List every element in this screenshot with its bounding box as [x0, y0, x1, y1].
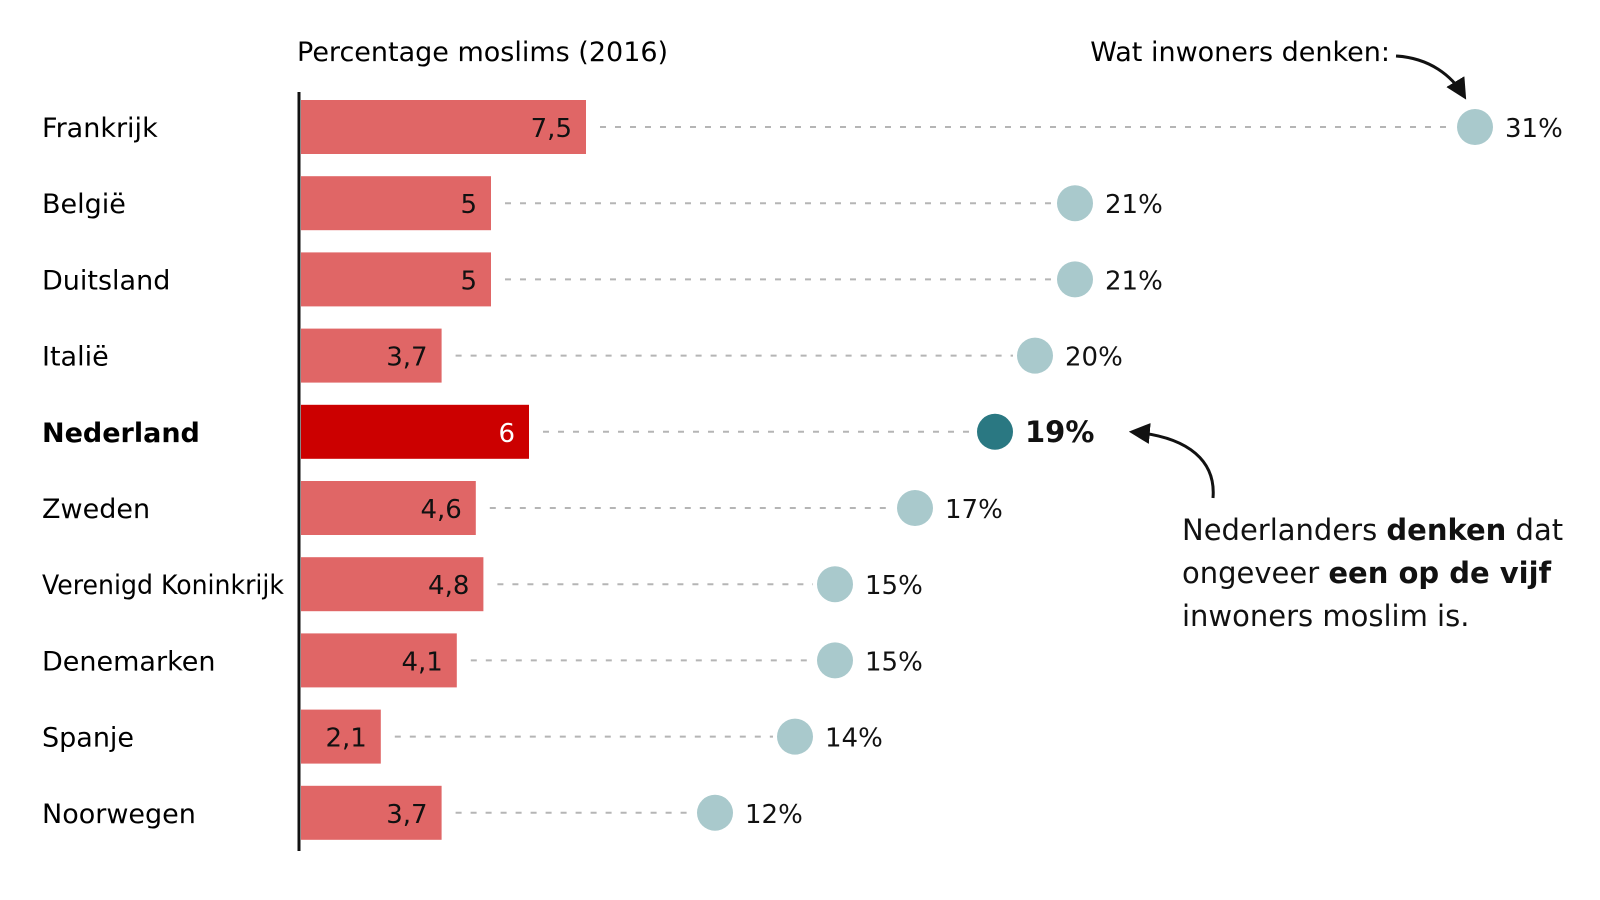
perception-dot — [897, 490, 933, 526]
bar-value-label: 6 — [498, 419, 515, 449]
country-label: Frankrijk — [42, 113, 158, 144]
perception-dot — [1057, 261, 1093, 298]
perception-dot — [777, 718, 813, 755]
bar-value-label: 3,7 — [386, 800, 427, 830]
annotation-line: Nederlanders denken dat — [1182, 513, 1563, 547]
chart-title: Percentage moslims (2016) — [297, 37, 668, 68]
country-label: Nederland — [42, 418, 200, 449]
annotation-text-part: inwoners moslim is. — [1182, 599, 1469, 633]
bar-value-label: 5 — [460, 266, 477, 296]
bar — [301, 481, 476, 535]
bar-value-label: 5 — [460, 190, 477, 220]
country-label: Italië — [42, 342, 109, 373]
perception-value-label: 17% — [945, 495, 1003, 525]
bar — [301, 176, 491, 231]
perception-value-label: 20% — [1065, 343, 1123, 373]
perception-value-label: 15% — [865, 571, 923, 601]
annotation-text-part: Nederlanders — [1182, 513, 1386, 547]
annotation-arrow — [1128, 423, 1215, 499]
annotation-text-part: ongeveer — [1182, 556, 1328, 590]
bar — [301, 100, 586, 154]
perception-value-label: 31% — [1505, 114, 1563, 144]
annotation-line: inwoners moslim is. — [1182, 599, 1469, 633]
country-label: Noorwegen — [42, 799, 196, 830]
bar-value-label: 4,6 — [420, 495, 461, 525]
country-label: België — [42, 189, 126, 220]
perception-dot — [697, 794, 733, 831]
perception-value-label: 19% — [1025, 415, 1094, 449]
annotation-bold-text: een op de vijf — [1328, 556, 1551, 590]
country-label: Duitsland — [42, 265, 170, 296]
perception-dot — [1457, 109, 1493, 145]
bar-value-label: 2,1 — [325, 724, 366, 754]
perception-label: Wat inwoners denken: — [1090, 37, 1390, 68]
bar — [301, 785, 442, 840]
perception-dot — [1057, 185, 1093, 222]
bar-value-label: 7,5 — [531, 114, 572, 144]
perception-value-label: 15% — [865, 647, 923, 677]
chart-rows: Frankrijk 7,5 31% België 5 21% Duitsland 5 21% It… — [42, 100, 1563, 840]
bar — [301, 328, 442, 383]
bar — [301, 404, 529, 459]
bar — [301, 557, 484, 612]
perception-dot — [977, 413, 1013, 450]
annotation-bold-text: denken — [1386, 513, 1506, 547]
perception-value-label: 12% — [745, 800, 803, 830]
bar-value-label: 3,7 — [386, 343, 427, 373]
annotation-text: Nederlanders denken dat ongeveer een op d… — [1182, 513, 1563, 633]
bar-value-label: 4,8 — [428, 571, 469, 601]
perception-dot — [817, 566, 853, 603]
bar — [301, 709, 381, 764]
perception-value-label: 21% — [1105, 190, 1163, 220]
bar — [301, 633, 457, 688]
bar — [301, 252, 491, 307]
country-label: Zweden — [42, 494, 150, 525]
annotation-line: ongeveer een op de vijf — [1182, 556, 1552, 590]
perception-value-label: 21% — [1105, 266, 1163, 296]
perception-dot — [1017, 337, 1053, 374]
bar-value-label: 4,1 — [401, 647, 442, 677]
annotation-text-part: dat — [1506, 513, 1563, 547]
perception-value-label: 14% — [825, 724, 883, 754]
country-label: Verenigd Koninkrijk — [42, 570, 284, 601]
perception-dot — [817, 642, 853, 679]
country-label: Denemarken — [42, 646, 215, 677]
perception-arrow — [1395, 54, 1467, 100]
country-label: Spanje — [42, 723, 134, 754]
